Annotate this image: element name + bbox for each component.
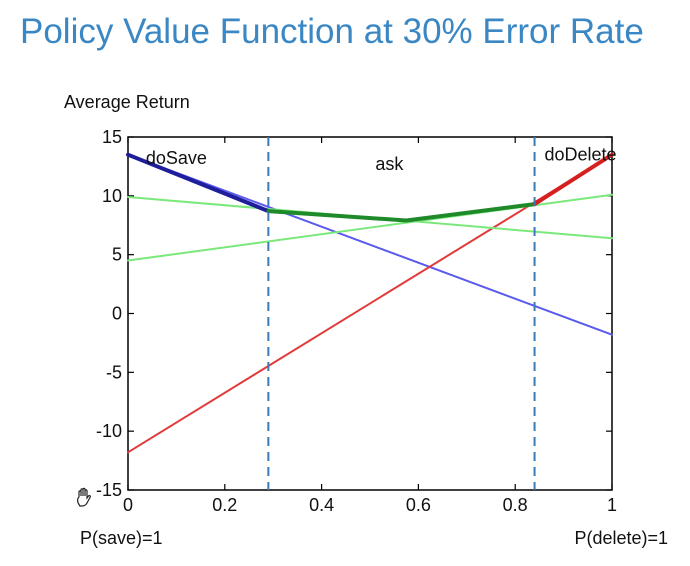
region-label-3: doDelete (545, 145, 617, 165)
x-tick-label: 0.4 (309, 495, 334, 515)
series-line-4 (126, 152, 271, 214)
region-label-1: doSave (146, 148, 207, 168)
x-tick-label: 0.2 (212, 495, 237, 515)
y-tick-label: 0 (112, 304, 122, 324)
y-tick-label: -10 (96, 421, 122, 441)
series-line-5 (266, 202, 537, 223)
y-axis-label: Average Return (64, 92, 190, 112)
x-tick-label: 1 (607, 495, 617, 515)
slide-title: Policy Value Function at 30% Error Rate (20, 12, 644, 51)
series-line-6 (532, 152, 614, 207)
hand-cursor-icon (77, 487, 91, 507)
series-line-0 (127, 153, 613, 336)
x-tick-label: 0.8 (503, 495, 528, 515)
x-left-label: P(save)=1 (80, 528, 163, 548)
series-line-3 (127, 193, 613, 262)
x-right-label: P(delete)=1 (574, 528, 668, 548)
y-tick-label: 10 (102, 186, 122, 206)
x-tick-label: 0.6 (406, 495, 431, 515)
y-tick-label: 5 (112, 245, 122, 265)
plot-frame (127, 136, 613, 491)
y-tick-label: -15 (96, 480, 122, 500)
region-label-2: ask (375, 154, 404, 174)
y-tick-label: -5 (106, 362, 122, 382)
y-tick-label: 15 (102, 127, 122, 147)
x-tick-label: 0 (123, 495, 133, 515)
